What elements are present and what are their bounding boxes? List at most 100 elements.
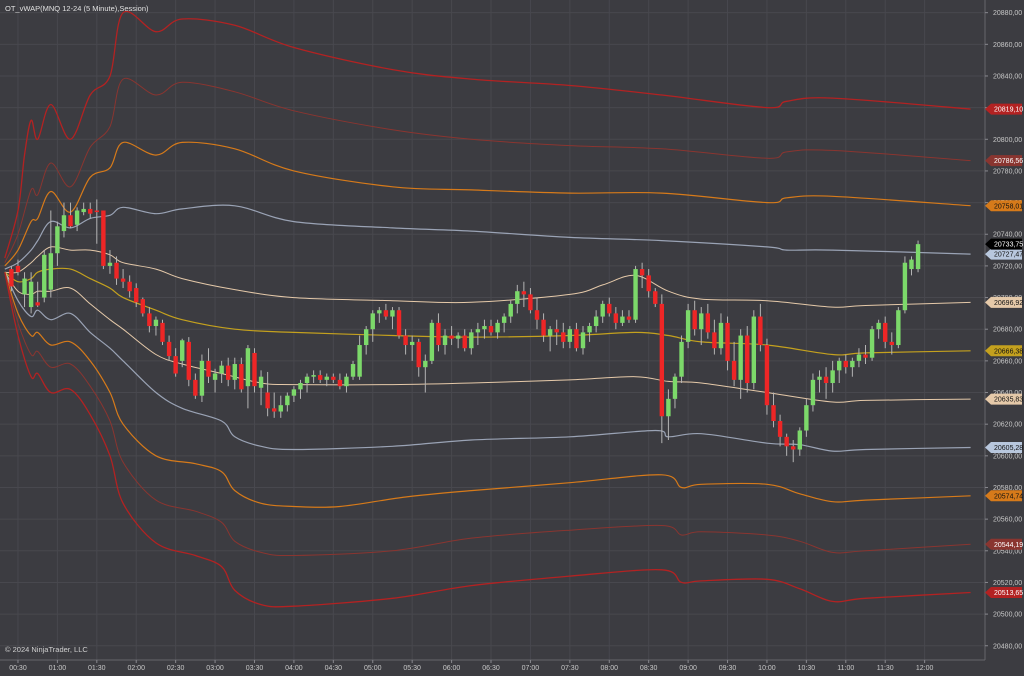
candle xyxy=(298,379,303,399)
x-tick-label: 11:00 xyxy=(837,665,854,672)
candle-body xyxy=(331,376,336,380)
candle xyxy=(587,322,592,342)
candle-body xyxy=(679,341,684,377)
candle xyxy=(15,259,21,276)
candle-body xyxy=(55,226,60,254)
candle-body xyxy=(607,303,612,314)
x-tick-label: 03:30 xyxy=(246,665,264,672)
candle-body xyxy=(311,375,316,377)
band-value-marker: 20696,92 xyxy=(985,296,1023,308)
candle xyxy=(193,373,198,399)
candle-body xyxy=(377,310,382,314)
candle-body xyxy=(784,436,789,447)
candle xyxy=(488,319,494,336)
candle xyxy=(777,414,783,447)
candle xyxy=(186,337,191,387)
candle-body xyxy=(889,341,894,346)
band-line-8 xyxy=(4,272,971,508)
candle-body xyxy=(718,322,724,349)
candle xyxy=(285,392,290,412)
candle-body xyxy=(429,322,435,361)
candle-body xyxy=(547,329,553,336)
candle-body xyxy=(383,310,389,317)
candle xyxy=(810,373,816,412)
y-tick-label: 20880,00 xyxy=(993,10,1022,17)
candle xyxy=(199,354,205,403)
candle xyxy=(738,329,743,399)
candle-body xyxy=(850,360,855,368)
band-value-marker-bg xyxy=(985,248,1022,260)
x-tick-label: 01:30 xyxy=(88,665,106,672)
candle xyxy=(639,262,645,289)
x-tick-label: 07:00 xyxy=(522,665,540,672)
x-tick-label: 08:00 xyxy=(601,665,619,672)
candle xyxy=(239,357,244,393)
candle xyxy=(469,329,474,355)
candle xyxy=(534,297,540,330)
candle-body xyxy=(409,341,415,346)
candle-body xyxy=(764,345,770,406)
band-value-marker-bg xyxy=(985,393,1022,405)
candle-body xyxy=(81,208,86,213)
candle-body xyxy=(186,341,191,380)
candle xyxy=(403,329,408,355)
band-value-marker-text: 20819,10 xyxy=(994,107,1023,114)
candle-body xyxy=(304,376,310,384)
candle xyxy=(370,310,375,342)
candle-body xyxy=(613,313,619,323)
candle-body xyxy=(902,262,908,311)
band-value-marker-text: 20696,92 xyxy=(994,300,1023,307)
candle-body xyxy=(528,294,533,311)
candle xyxy=(751,310,757,390)
time-axis[interactable]: 00:30 01:00 01:30 02:00 02:30 03:00 03:30 04:00… xyxy=(9,660,933,672)
candle xyxy=(863,345,868,365)
candle-body xyxy=(843,360,848,368)
candle-body xyxy=(482,326,487,330)
candle xyxy=(88,202,93,219)
candle-body xyxy=(863,354,868,358)
candle-body xyxy=(68,215,73,227)
candle-body xyxy=(587,326,592,333)
candle xyxy=(633,265,638,323)
candle-body xyxy=(363,329,369,346)
candle xyxy=(449,326,454,346)
band-value-marker-bg xyxy=(985,155,1022,167)
candle-body xyxy=(620,316,625,323)
y-tick-label: 20500,00 xyxy=(993,612,1022,619)
candle-body xyxy=(317,375,323,380)
x-tick-label: 07:30 xyxy=(561,665,579,672)
candle xyxy=(830,360,835,393)
y-tick-label: 20680,00 xyxy=(993,327,1022,334)
band-value-marker: 20786,56 xyxy=(985,155,1023,167)
candle-body xyxy=(245,348,251,387)
candle xyxy=(843,354,848,374)
band-line-7 xyxy=(4,271,971,452)
candle-body xyxy=(291,389,297,396)
candle xyxy=(436,313,441,352)
candle-body xyxy=(738,335,743,380)
candle xyxy=(311,370,316,384)
y-tick-label: 20860,00 xyxy=(993,42,1022,49)
candle xyxy=(745,326,750,393)
candle-body xyxy=(462,335,467,349)
candle-body xyxy=(239,364,244,390)
candle-body xyxy=(699,313,704,330)
candle xyxy=(804,398,809,437)
candle xyxy=(166,335,172,361)
candle-body xyxy=(416,341,421,368)
candle xyxy=(784,433,789,456)
candle-body xyxy=(9,269,14,287)
candle xyxy=(337,373,343,390)
candle xyxy=(383,303,389,320)
candle-body xyxy=(180,340,185,361)
candle-body xyxy=(396,310,402,336)
candle xyxy=(909,256,914,276)
y-tick-label: 20660,00 xyxy=(993,358,1022,365)
candle-body xyxy=(219,365,224,374)
candle xyxy=(869,326,875,361)
candle-body xyxy=(626,316,632,320)
candle-body xyxy=(370,313,375,330)
candle-body xyxy=(639,269,645,276)
candle xyxy=(409,335,415,361)
candle xyxy=(817,370,822,393)
